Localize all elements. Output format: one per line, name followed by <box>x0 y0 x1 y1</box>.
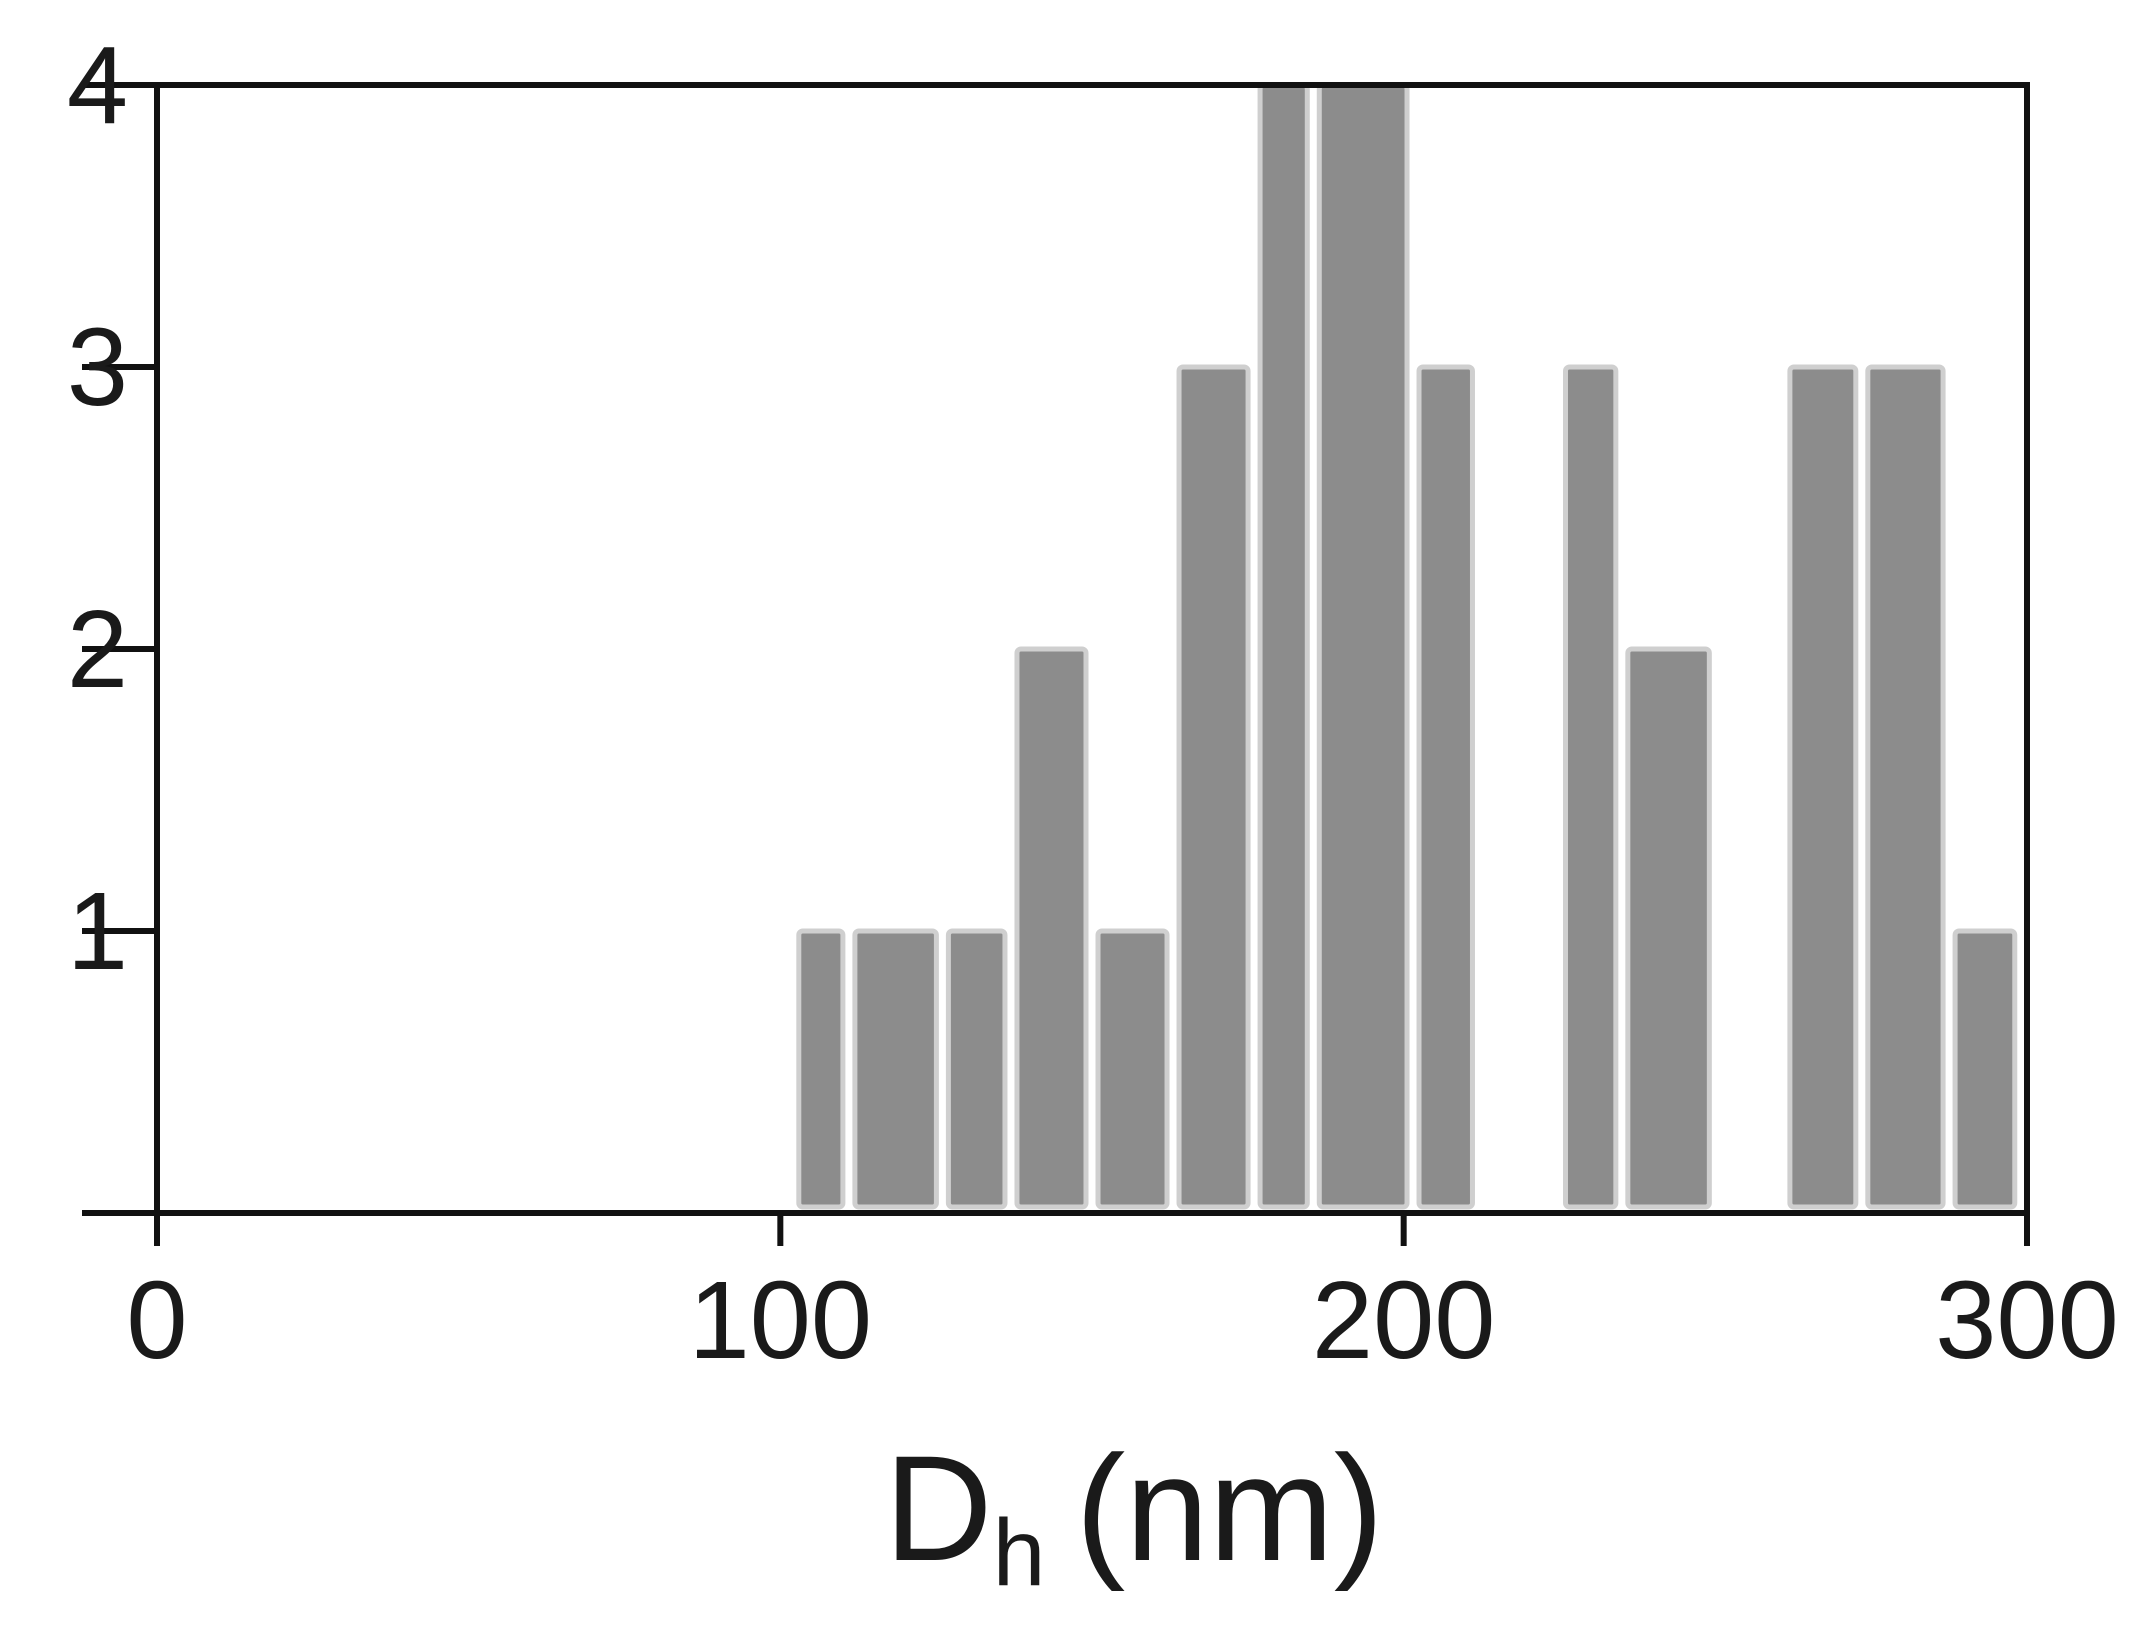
x-label-unit: (nm) <box>1075 1424 1383 1592</box>
bar <box>1625 646 1712 1210</box>
x-tick-label: 100 <box>689 1259 873 1382</box>
bar <box>1416 364 1475 1210</box>
y-tick-label: 4 <box>67 24 128 147</box>
bar <box>1257 82 1310 1210</box>
bar <box>852 928 939 1210</box>
plot-frame <box>154 82 2030 1216</box>
bar <box>1176 364 1251 1210</box>
x-tick-label: 300 <box>1935 1259 2119 1382</box>
bar <box>1014 646 1089 1210</box>
bar <box>1563 364 1619 1210</box>
y-tick-label: 1 <box>67 870 128 993</box>
x-axis-label: Dh (nm) <box>884 1424 1383 1606</box>
y-tick-label: 2 <box>67 588 128 711</box>
y-tick-label: 3 <box>67 306 128 429</box>
bar <box>796 928 846 1210</box>
x-tick-label: 200 <box>1312 1259 1496 1382</box>
bar <box>945 928 1008 1210</box>
bar <box>1787 364 1859 1210</box>
x-label-subscript: h <box>993 1500 1046 1606</box>
bar <box>1865 364 1946 1210</box>
bar <box>1095 928 1170 1210</box>
bar <box>1952 928 2018 1210</box>
x-tick-label: 0 <box>126 1259 187 1382</box>
bar <box>1316 82 1410 1210</box>
x-label-main: D <box>884 1424 992 1592</box>
